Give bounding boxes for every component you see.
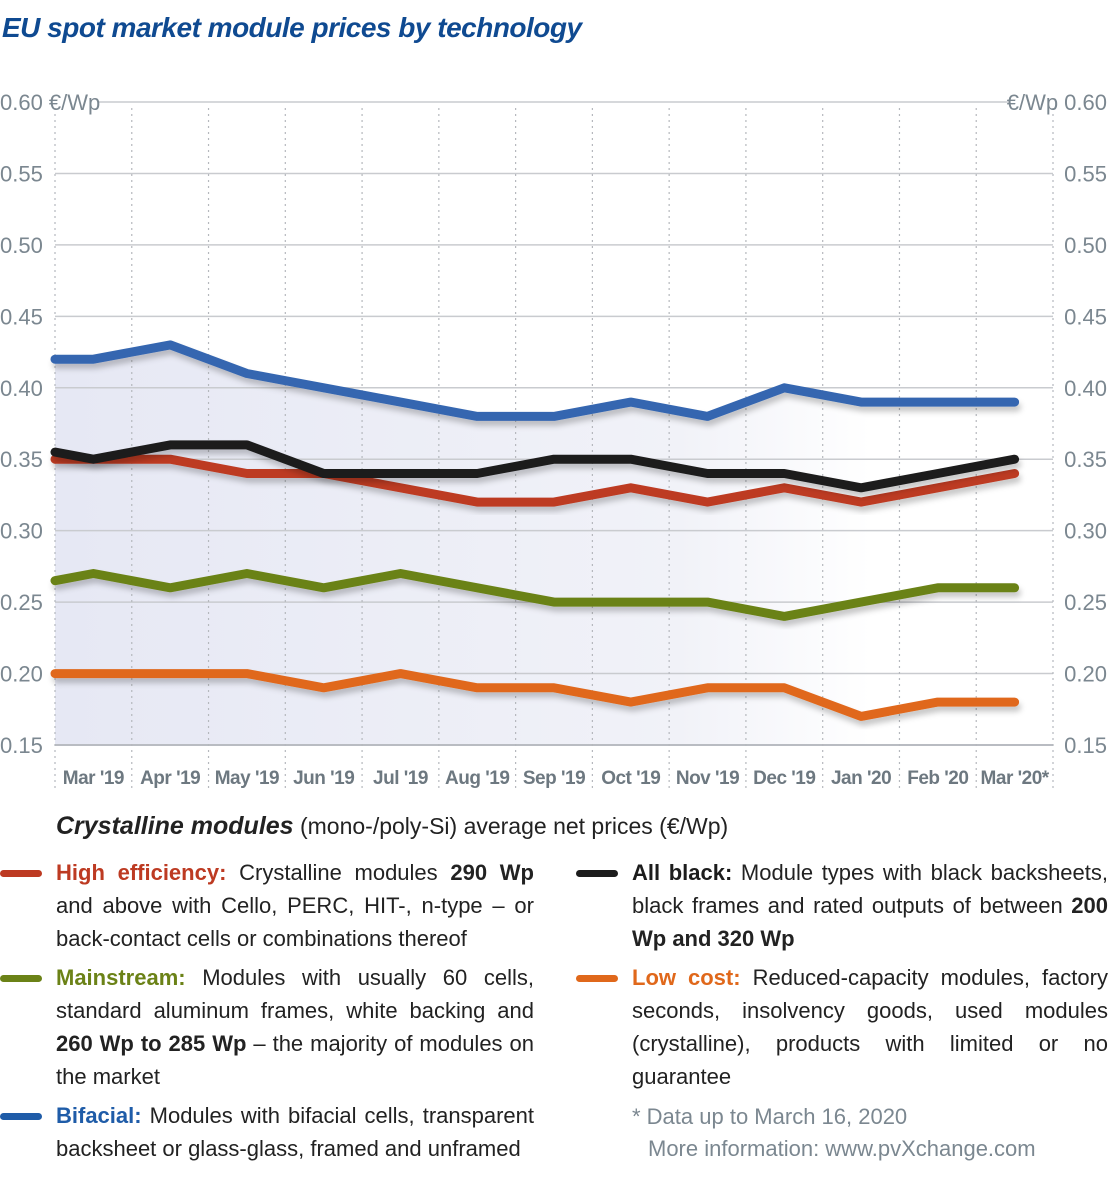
series-line-bifacial: [50, 340, 1020, 421]
legend-label: Low cost:: [632, 965, 741, 990]
legend-item-mainstream: Mainstream: Modules with usually 60 cell…: [0, 961, 534, 1093]
legend-item-high-efficiency: High efficiency: Crystalline modules 290…: [0, 856, 534, 955]
x-tick-label: Jan '20: [831, 768, 891, 789]
legend-text: – the majority of modules on the market: [56, 1031, 534, 1089]
chart-title: EU spot market module prices by technolo…: [2, 12, 582, 43]
footnote: * Data up to March 16, 2020 More informa…: [632, 1101, 1036, 1165]
legend-text: Module types with black backsheets, blac…: [632, 860, 1108, 918]
x-tick-label: Sep '19: [523, 768, 585, 789]
x-tick-label: Mar '19: [63, 768, 124, 789]
x-tick-label: Mar '20*: [981, 768, 1050, 789]
y-tick-label-right: €/Wp 0.60: [1007, 90, 1107, 115]
legend-bold-text: 200 Wp and 320 Wp: [632, 893, 1108, 951]
legend-swatch-mainstream: [0, 975, 42, 982]
legend-text: Crystalline modules: [226, 860, 451, 885]
y-tick-label-right: 0.25: [1064, 590, 1107, 615]
legend-text: and above with Cello, PERC, HIT-, n-type…: [56, 893, 534, 951]
y-tick-label-left: 0.15: [0, 733, 43, 758]
footnote-data-date: * Data up to March 16, 2020: [632, 1104, 908, 1129]
y-tick-label-left: 0.35: [0, 447, 43, 472]
y-tick-label-left: 0.60 €/Wp: [0, 90, 100, 115]
legend-bold-text: 260 Wp to 285 Wp: [56, 1031, 247, 1056]
series-line-high-efficiency: [50, 454, 1020, 507]
y-tick-label-right: 0.45: [1064, 304, 1107, 329]
y-tick-label-left: 0.40: [0, 376, 43, 401]
y-tick-label-left: 0.30: [0, 519, 43, 544]
legend-label: All black:: [632, 860, 733, 885]
x-tick-label: Jun '19: [293, 768, 354, 789]
series-line-low-cost: [50, 669, 1020, 721]
legend-label: Bifacial:: [56, 1103, 142, 1128]
legend-item-low-cost: Low cost: Reduced-capacity modules, fact…: [576, 961, 1108, 1093]
legend-text: Modules with bifacial cells, transparent…: [56, 1103, 534, 1161]
y-tick-label-left: 0.55: [0, 161, 43, 186]
x-tick-label: Jul '19: [373, 768, 428, 789]
legend-item-all-black: All black: Module types with black backs…: [576, 856, 1108, 955]
legend-item-bifacial: Bifacial: Modules with bifacial cells, t…: [0, 1099, 534, 1165]
x-tick-label: Dec '19: [753, 768, 815, 789]
y-tick-label-right: 0.30: [1064, 519, 1107, 544]
legend-bold-text: 290 Wp: [450, 860, 534, 885]
legend-swatch-all-black: [576, 870, 618, 877]
y-tick-label-right: 0.50: [1064, 233, 1107, 258]
line-chart: 0.60 €/Wp €/Wp 0.60 0.55 0.55 0.50 0.50 0.45 0.…: [0, 90, 1107, 790]
y-tick-label-right: 0.15: [1064, 733, 1107, 758]
footnote-source-link: More information: www.pvXchange.com: [648, 1136, 1036, 1161]
legend-label: High efficiency:: [56, 860, 227, 885]
plot-area-background: [55, 344, 1015, 745]
x-tick-label: Oct '19: [601, 768, 660, 789]
y-tick-label-right: 0.35: [1064, 447, 1107, 472]
x-tick-label: Aug '19: [445, 768, 509, 789]
y-tick-label-right: 0.55: [1064, 161, 1107, 186]
y-tick-label-left: 0.45: [0, 304, 43, 329]
y-tick-label-left: 0.20: [0, 662, 43, 687]
x-tick-label: Feb '20: [907, 768, 968, 789]
y-tick-label-left: 0.25: [0, 590, 43, 615]
x-tick-label: Apr '19: [140, 768, 200, 789]
legend-text: Modules with usually 60 cells, standard …: [56, 965, 534, 1023]
legend-text: Reduced-capacity modules, factory second…: [632, 965, 1108, 1089]
y-tick-label-right: 0.40: [1064, 376, 1107, 401]
legend-label: Mainstream:: [56, 965, 186, 990]
legend-heading-bold: Crystalline modules: [56, 812, 294, 840]
series-line-mainstream: [50, 569, 1020, 621]
y-tick-label-right: 0.20: [1064, 662, 1107, 687]
y-tick-label-left: 0.50: [0, 233, 43, 258]
legend-swatch-high-efficiency: [0, 870, 42, 877]
legend-heading: Crystalline modules (mono-/poly-Si) aver…: [56, 812, 728, 841]
x-tick-label: Nov '19: [676, 768, 739, 789]
legend-swatch-bifacial: [0, 1113, 42, 1120]
legend-swatch-low-cost: [576, 975, 618, 982]
x-tick-label: May '19: [215, 768, 279, 789]
series-line-all-black: [50, 440, 1020, 493]
legend-heading-rest: (mono-/poly-Si) average net prices (€/Wp…: [293, 813, 729, 839]
